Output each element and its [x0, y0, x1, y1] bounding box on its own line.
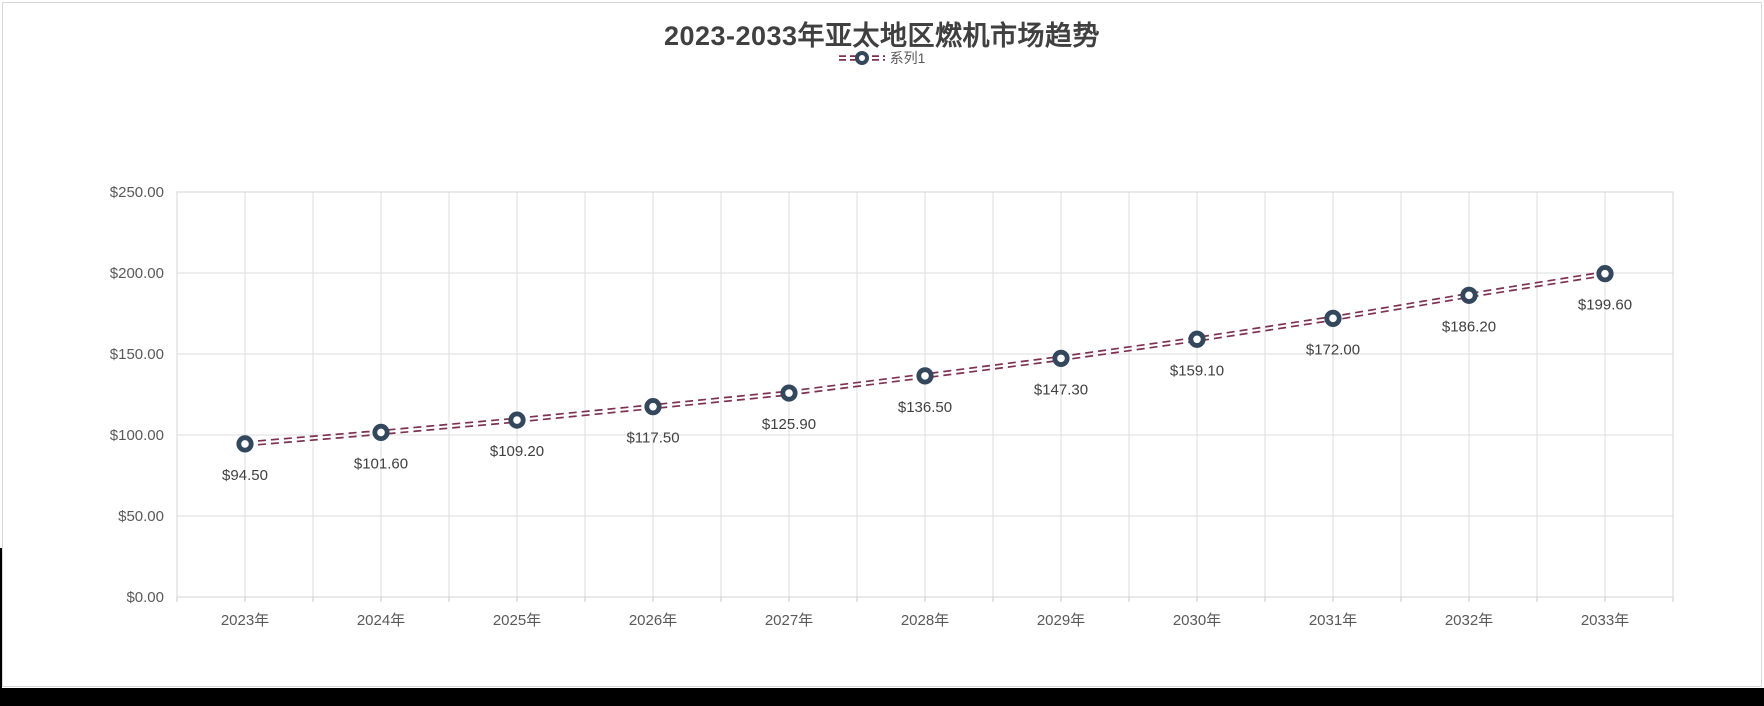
x-tick-label: 2033年: [1581, 612, 1629, 629]
data-point-label: $186.20: [1442, 318, 1496, 335]
x-tick-label: 2027年: [765, 612, 813, 629]
chart-plot-area: $94.50 $101.60 $109.20 $117.50 $125.90 $136.5…: [110, 184, 1674, 629]
x-tick-label: 2028年: [901, 612, 949, 629]
data-point-marker: [1324, 309, 1342, 327]
left-edge-strip: [0, 548, 2, 706]
legend-series-marker-icon: [838, 51, 885, 65]
y-tick-label: $50.00: [118, 508, 164, 525]
data-point-label: $125.90: [762, 416, 816, 433]
data-point-label: $136.50: [898, 399, 952, 416]
x-tick-label: 2030年: [1173, 612, 1221, 629]
data-point-marker: [780, 384, 798, 402]
data-point-label: $101.60: [354, 455, 408, 472]
data-point-label: $147.30: [1034, 381, 1088, 398]
legend-series-label: 系列1: [889, 50, 926, 66]
legend-marker-part: [854, 51, 869, 65]
data-point-label: $199.60: [1578, 297, 1632, 314]
x-tick-label: 2025年: [493, 612, 541, 629]
x-tick-label: 2029年: [1037, 612, 1085, 629]
data-point-label: $159.10: [1170, 362, 1224, 379]
y-tick-label: $150.00: [110, 346, 164, 363]
data-point-marker: [644, 398, 662, 416]
data-point-marker: [916, 367, 934, 385]
data-point-label: $172.00: [1306, 341, 1360, 358]
x-tick-label: 2032年: [1445, 612, 1493, 629]
y-tick-label: $0.00: [126, 589, 164, 606]
data-point-marker: [508, 411, 526, 429]
data-point-marker: [1596, 265, 1614, 283]
data-point-marker: [236, 435, 254, 453]
x-tick-label: 2023年: [221, 612, 269, 629]
data-point-label: $109.20: [490, 443, 544, 460]
data-point-marker: [1188, 330, 1206, 348]
y-tick-label: $200.00: [110, 265, 164, 282]
data-point-label: $117.50: [626, 430, 679, 447]
chart-title: 2023-2033年亚太地区燃机市场趋势: [663, 21, 1101, 51]
data-point-label: $94.50: [222, 467, 268, 484]
bottom-black-bar: [0, 688, 1764, 706]
x-tick-label: 2031年: [1309, 612, 1357, 629]
data-point-marker: [1052, 349, 1070, 367]
data-point-marker: [372, 423, 390, 442]
legend[interactable]: 系列1: [0, 49, 1764, 67]
y-tick-label: $100.00: [110, 427, 164, 444]
x-tick-label: 2026年: [629, 612, 677, 629]
x-tick-label: 2024年: [357, 612, 405, 629]
data-point-marker: [1460, 286, 1478, 304]
plot-border: [176, 191, 1674, 598]
y-tick-label: $250.00: [110, 184, 164, 201]
